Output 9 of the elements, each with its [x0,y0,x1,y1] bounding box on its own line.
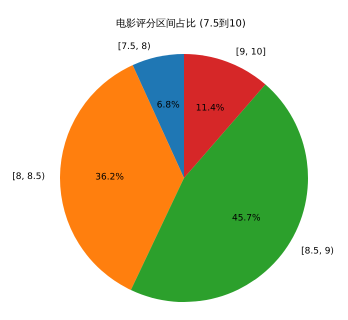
slice-label: [7.5, 8) [118,42,151,52]
data-label: 36.2% [95,172,124,182]
data-label: 11.4% [196,103,225,114]
data-label: 45.7% [232,214,262,224]
slice-label: [8.5, 9) [301,246,334,256]
chart-title: 电影评分区间占比 (7.5到10) [116,18,246,30]
data-label: 6.8% [156,100,180,110]
slice-label: [8, 8.5) [12,172,46,182]
slice-label: [9, 10] [236,47,266,58]
